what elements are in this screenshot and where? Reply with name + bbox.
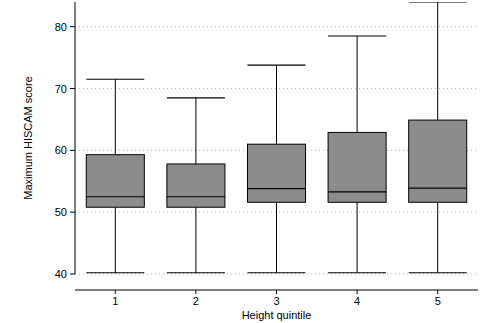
- x-tick-label: 3: [273, 295, 279, 307]
- y-tick-label: 40: [55, 268, 67, 280]
- min-cap: [86, 272, 144, 273]
- lower-whisker: [115, 207, 116, 273]
- y-tick-label: 60: [55, 144, 67, 156]
- chart: 40 50 60 70 80 Maximum HISCAM score 1 2 3 4 5 Heigh…: [0, 0, 500, 323]
- box: [247, 144, 305, 202]
- median: [409, 187, 467, 188]
- y-axis: [75, 2, 76, 274]
- lower-whisker: [437, 202, 438, 272]
- y-tick-label: 70: [55, 83, 67, 95]
- median: [86, 196, 144, 197]
- x-tick: [437, 290, 438, 294]
- box: [167, 164, 225, 207]
- upper-whisker: [276, 65, 277, 144]
- y-axis-title: Maximum HISCAM score: [22, 76, 34, 199]
- x-tick: [276, 290, 277, 294]
- y-tick: [70, 26, 75, 27]
- min-cap: [167, 272, 225, 273]
- min-cap: [247, 272, 305, 273]
- x-tick-label: 2: [193, 295, 199, 307]
- x-tick-label: 1: [112, 295, 118, 307]
- y-tick-label: 50: [55, 206, 67, 218]
- lower-whisker: [195, 207, 196, 273]
- y-tick-label: 80: [55, 21, 67, 33]
- y-tick: [70, 150, 75, 151]
- grid-line: [75, 274, 478, 275]
- max-cap: [328, 35, 386, 36]
- box: [409, 120, 467, 202]
- y-tick: [70, 212, 75, 213]
- boxes: [86, 2, 466, 273]
- x-tick: [357, 290, 358, 294]
- box: [328, 132, 386, 202]
- x-axis-title: Height quintile: [242, 309, 312, 321]
- max-cap: [247, 64, 305, 65]
- upper-whisker: [437, 2, 438, 120]
- median: [167, 196, 225, 197]
- x-tick: [115, 290, 116, 294]
- max-cap: [167, 97, 225, 98]
- min-cap: [328, 272, 386, 273]
- median: [328, 191, 386, 192]
- lower-whisker: [276, 202, 277, 272]
- x-tick: [195, 290, 196, 294]
- y-tick: [70, 274, 75, 275]
- max-cap: [409, 2, 467, 3]
- upper-whisker: [195, 98, 196, 164]
- max-cap: [86, 79, 144, 80]
- upper-whisker: [115, 79, 116, 154]
- min-cap: [409, 272, 467, 273]
- x-tick-label: 4: [354, 295, 360, 307]
- box: [86, 155, 144, 208]
- y-tick: [70, 88, 75, 89]
- lower-whisker: [357, 202, 358, 272]
- median: [247, 188, 305, 189]
- x-tick-label: 5: [435, 295, 441, 307]
- upper-whisker: [357, 36, 358, 132]
- grid-line: [75, 26, 478, 27]
